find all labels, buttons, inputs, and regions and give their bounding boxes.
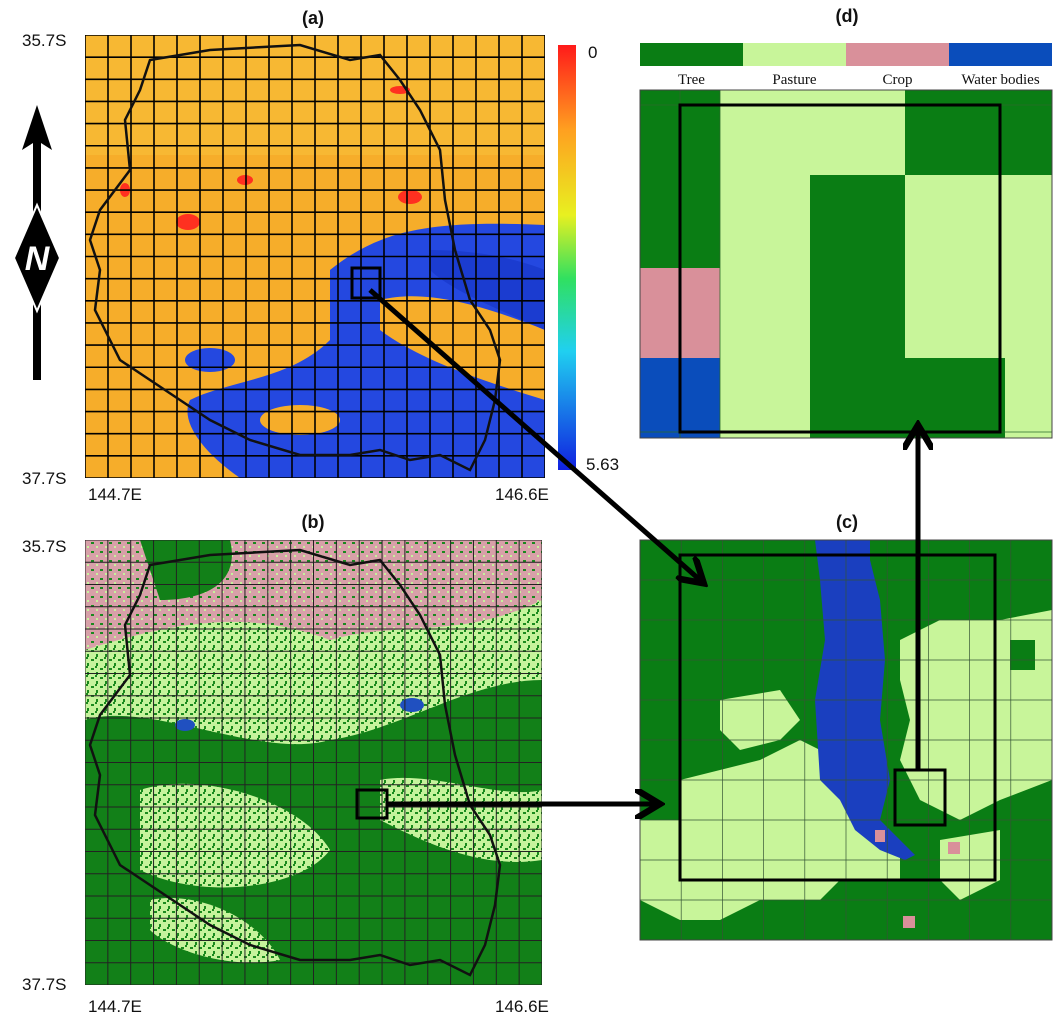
lon-label: 144.7E: [88, 997, 142, 1016]
map-d: [640, 90, 1052, 438]
legend-swatch: [743, 43, 846, 66]
legend-label: Pasture: [772, 72, 817, 88]
page: 0 5.63 (a) 35.7S 37.7S 144.7E 146.6E (b)…: [0, 0, 1055, 1022]
lat-label: 35.7S: [22, 31, 66, 50]
panel-title: (a): [302, 8, 324, 28]
legend-label: Crop: [883, 72, 913, 88]
colorbar-bottom: 5.63: [586, 455, 619, 474]
map-a: [85, 35, 545, 478]
legend-swatch: [949, 43, 1052, 66]
colorbar: [558, 45, 576, 470]
legend-swatch: [640, 43, 743, 66]
figure: 0 5.63 (a) 35.7S 37.7S 144.7E 146.6E (b)…: [0, 0, 1055, 1022]
legend-label: Water bodies: [961, 72, 1040, 88]
lat-label: 35.7S: [22, 537, 66, 556]
lat-label: 37.7S: [22, 469, 66, 488]
legend-label: Tree: [678, 72, 705, 88]
panel-title: (c): [836, 512, 858, 532]
legend: Tree Pasture Crop Water bodies: [640, 43, 1052, 88]
north-arrow: N: [14, 105, 60, 380]
lat-label: 37.7S: [22, 975, 66, 994]
map-b: [85, 540, 542, 985]
panel-title: (d): [836, 6, 859, 26]
panel-title: (b): [302, 512, 325, 532]
lon-label: 146.6E: [495, 485, 549, 504]
north-label: N: [25, 240, 51, 278]
colorbar-top: 0: [588, 43, 597, 62]
legend-swatch: [846, 43, 949, 66]
lon-label: 144.7E: [88, 485, 142, 504]
lon-label: 146.6E: [495, 997, 549, 1016]
